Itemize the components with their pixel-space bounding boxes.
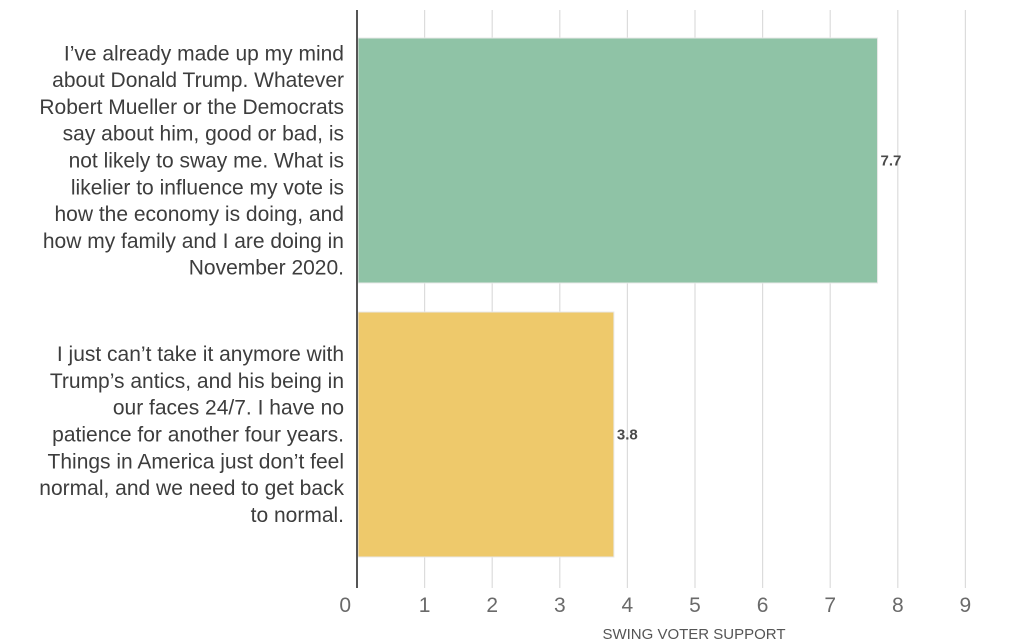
category-label-2-line-7: to normal. bbox=[251, 504, 344, 527]
x-tick-6: 6 bbox=[757, 594, 769, 617]
x-tick-2: 2 bbox=[486, 594, 498, 617]
category-label-1-line-2: about Donald Trump. Whatever bbox=[52, 69, 344, 92]
category-label-2: I just can’t take it anymore with Trump’s… bbox=[39, 343, 344, 527]
category-label-1-line-9: November 2020. bbox=[189, 257, 344, 280]
x-tick-7: 7 bbox=[824, 594, 836, 617]
x-tick-8: 8 bbox=[892, 594, 904, 617]
category-label-1-line-6: likelier to influence my vote is bbox=[71, 176, 344, 199]
value-label-1: 7.7 bbox=[881, 153, 902, 170]
category-labels: I’ve already made up my mind about Donald… bbox=[39, 42, 344, 527]
x-tick-0: 0 bbox=[339, 594, 351, 617]
category-label-1-line-7: how the economy is doing, and bbox=[54, 203, 344, 226]
category-label-2-line-5: Things in America just don’t feel bbox=[48, 450, 344, 473]
category-label-2-line-6: normal, and we need to get back bbox=[39, 477, 344, 500]
x-tick-3: 3 bbox=[554, 594, 566, 617]
value-label-2: 3.8 bbox=[617, 427, 638, 444]
category-label-1-line-1: I’ve already made up my mind bbox=[64, 42, 344, 65]
x-tick-labels: 012345678910 bbox=[339, 594, 972, 617]
x-tick-1: 1 bbox=[419, 594, 431, 617]
category-label-1-line-8: how my family and I are doing in bbox=[43, 230, 344, 253]
bars bbox=[357, 37, 879, 558]
category-label-2-line-2: Trump’s antics, and his being in bbox=[50, 370, 344, 393]
category-label-1-line-5: not likely to sway me. What is bbox=[69, 150, 344, 173]
x-axis-title: SWING VOTER SUPPORT bbox=[602, 626, 785, 642]
x-tick-5: 5 bbox=[689, 594, 701, 617]
bar-1 bbox=[357, 37, 879, 284]
x-tick-4: 4 bbox=[622, 594, 634, 617]
category-label-2-line-1: I just can’t take it anymore with bbox=[57, 343, 344, 366]
category-label-2-line-4: patience for another four years. bbox=[52, 424, 344, 447]
category-label-1-line-4: say about him, good or bad, is bbox=[63, 123, 344, 146]
category-label-1: I’ve already made up my mind about Donald… bbox=[39, 42, 344, 279]
x-tick-9: 9 bbox=[960, 594, 972, 617]
category-label-2-line-3: our faces 24/7. I have no bbox=[113, 397, 344, 420]
value-labels: 7.7 3.8 bbox=[617, 153, 901, 444]
category-label-1-line-3: Robert Mueller or the Democrats bbox=[39, 96, 344, 119]
bar-2 bbox=[357, 311, 615, 558]
